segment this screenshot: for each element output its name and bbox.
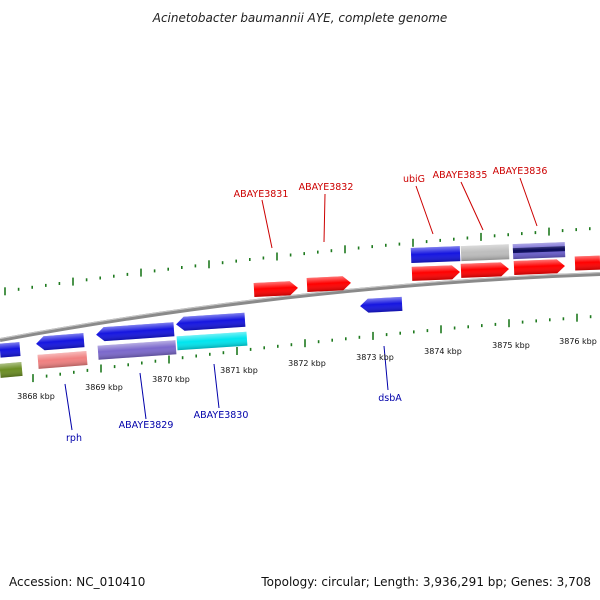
feature-shade (460, 244, 510, 262)
label-ABAYE3836[interactable]: ABAYE3836 (493, 166, 548, 177)
label-ABAYE3829[interactable]: ABAYE3829 (119, 420, 174, 431)
reverse-leader-lines (64, 345, 389, 431)
feature-shade (176, 312, 246, 331)
feature-shade (36, 333, 85, 351)
feature-shade (0, 361, 23, 378)
label-ABAYE3830[interactable]: ABAYE3830 (194, 410, 249, 421)
forward-leader-lines (261, 177, 538, 249)
reverse-cds-track (0, 296, 403, 358)
feature-shade (574, 255, 600, 271)
leader-ABAYE3830 (213, 363, 220, 409)
leader-rph (64, 383, 73, 431)
kbp-label: 3872 kbp (288, 359, 326, 368)
feature-shade (306, 276, 351, 293)
feature-shade (96, 322, 175, 342)
leader-dsbA (383, 345, 389, 391)
label-dsbA[interactable]: dsbA (378, 393, 402, 404)
leader-ABAYE3836 (519, 177, 538, 227)
feature-shade (253, 281, 298, 298)
reverse-gene-labels: rph ABAYE3829 ABAYE3830 dsbA (66, 393, 402, 444)
kbp-label: 3871 kbp (220, 366, 258, 375)
feature-shade (37, 351, 88, 369)
feature-shade (360, 296, 403, 313)
feature-shade (460, 262, 509, 278)
feature-shade (512, 242, 566, 260)
forward-functional-track (410, 242, 566, 264)
kbp-label: 3875 kbp (492, 341, 530, 350)
accession-text: Accession: NC_010410 (9, 575, 145, 589)
label-ubiG[interactable]: ubiG (403, 174, 425, 185)
feature-shade (176, 331, 248, 351)
feature-shade (0, 342, 21, 358)
leader-ubiG (415, 185, 434, 235)
kbp-label: 3868 kbp (17, 392, 55, 401)
reverse-tick-row (32, 313, 592, 383)
label-ABAYE3831[interactable]: ABAYE3831 (234, 189, 289, 200)
backbone-highlight (0, 272, 600, 340)
forward-tick-row (4, 227, 591, 296)
kbp-label: 3873 kbp (356, 353, 394, 362)
leader-ABAYE3829 (139, 372, 147, 420)
label-ABAYE3835[interactable]: ABAYE3835 (433, 170, 488, 181)
kbp-label: 3869 kbp (85, 383, 123, 392)
leader-ABAYE3832 (323, 193, 326, 243)
reverse-functional-track (0, 331, 248, 378)
feature-shade (410, 246, 461, 264)
kbp-label: 3874 kbp (424, 347, 462, 356)
forward-cds-track (253, 255, 600, 298)
feature-shade (411, 265, 460, 281)
leader-ABAYE3831 (261, 199, 273, 249)
map-title: Acinetobacter baumannii AYE, complete ge… (152, 11, 448, 25)
kbp-label: 3876 kbp (559, 337, 597, 346)
feature-shade (97, 340, 177, 360)
topology-text: Topology: circular; Length: 3,936,291 bp… (260, 575, 591, 589)
label-ABAYE3832[interactable]: ABAYE3832 (299, 182, 354, 193)
leader-ABAYE3835 (460, 181, 484, 231)
kbp-label: 3870 kbp (152, 375, 190, 384)
label-rph[interactable]: rph (66, 433, 82, 444)
kbp-labels: 3868 kbp 3869 kbp 3870 kbp 3871 kbp 3872… (17, 337, 597, 401)
feature-shade (513, 259, 565, 275)
genome-backbone (0, 272, 600, 342)
forward-gene-labels: ABAYE3831 ABAYE3832 ubiG ABAYE3835 ABAYE… (234, 166, 548, 200)
